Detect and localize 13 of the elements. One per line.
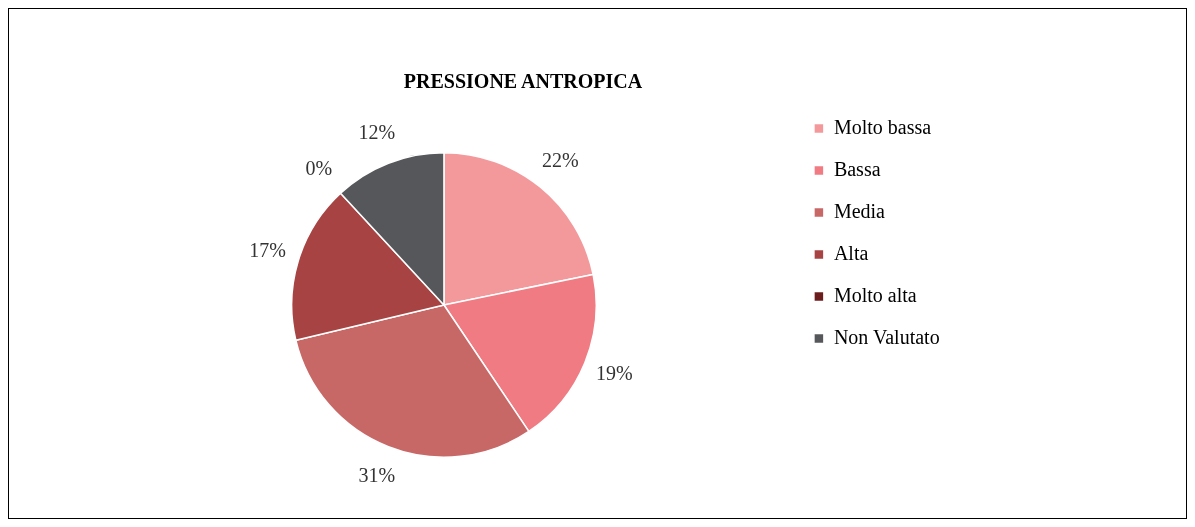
data-label: 31% [358,463,396,486]
chart-title: PRESSIONE ANTROPICA [403,70,643,93]
text: 0% [305,157,333,179]
legend-label: Non Valutato [833,325,940,348]
data-label: 22% [542,149,579,172]
legend-label: Media [833,199,886,222]
legend-label: Bassa [833,157,881,180]
data-label: 19% [596,362,633,385]
legend-label: Alta [833,241,869,264]
data-label: 12% [358,120,396,143]
legend-label: Molto bassa [833,115,932,138]
data-label: 17% [249,238,287,261]
legend-label: Molto alta [833,283,917,306]
